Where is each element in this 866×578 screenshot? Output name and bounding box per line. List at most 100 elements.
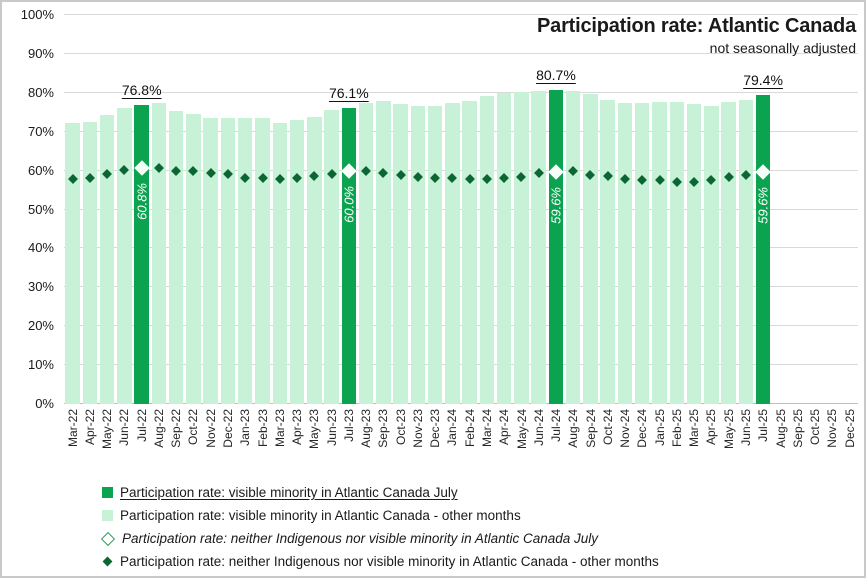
x-axis-tick-Dec-24: Dec-24 — [634, 407, 651, 475]
x-axis-tick-Feb-24: Feb-24 — [461, 407, 478, 475]
gridline-70% — [64, 130, 858, 132]
legend-item: Participation rate: visible minority in … — [102, 481, 659, 504]
y-axis-tick-label: 10% — [27, 357, 54, 373]
gridline-20% — [64, 325, 858, 327]
x-axis-tick-label: Mar-23 — [272, 409, 287, 448]
x-axis-tick-Nov-22: Nov-22 — [202, 407, 219, 475]
x-axis-tick-label: Nov-22 — [203, 409, 218, 448]
bar-Aug-24 — [565, 91, 581, 404]
bar-Oct-23 — [393, 104, 408, 404]
x-axis-tick-label: Dec-25 — [842, 409, 857, 448]
x-axis-tick-label: Dec-23 — [428, 409, 443, 448]
x-axis-tick-Nov-24: Nov-24 — [617, 407, 634, 475]
x-axis-tick-Apr-23: Apr-23 — [288, 407, 305, 475]
bar-Sep-24 — [583, 93, 598, 404]
gridline-60% — [64, 169, 858, 171]
x-axis-tick-label: May-24 — [514, 409, 529, 450]
gridline-10% — [64, 364, 858, 366]
x-axis-tick-label: Nov-23 — [410, 409, 425, 448]
bar-May-24 — [514, 91, 529, 404]
x-axis-tick-label: Jul-23 — [341, 409, 356, 442]
x-axis-tick-Jun-25: Jun-25 — [737, 407, 754, 475]
bar-Nov-24 — [617, 103, 633, 404]
y-axis-tick-label: 20% — [27, 318, 54, 334]
x-axis-tick-Jul-24: Jul-24 — [547, 407, 564, 475]
july-diamond-value-label: 59.6% — [755, 187, 771, 225]
gridline-30% — [64, 286, 858, 288]
july-diamond-value-label: 60.0% — [341, 185, 357, 223]
july-bar-value-label: 76.8% — [121, 82, 162, 99]
x-axis-tick-Sep-24: Sep-24 — [582, 407, 599, 475]
legend-label: Participation rate: neither Indigenous n… — [120, 554, 659, 569]
legend-marker-diamond-open-icon — [100, 531, 116, 546]
x-axis-tick-Aug-22: Aug-22 — [150, 407, 167, 475]
x-axis-tick-Jul-23: Jul-23 — [340, 407, 357, 475]
x-axis-tick-label: Feb-24 — [462, 409, 477, 448]
bar-Mar-23 — [272, 123, 287, 404]
bar-Aug-22 — [151, 102, 167, 404]
x-axis-tick-Oct-22: Oct-22 — [185, 407, 202, 475]
legend-label: Participation rate: visible minority in … — [120, 508, 521, 523]
x-axis-tick-label: Sep-25 — [790, 409, 805, 448]
x-axis-tick-Dec-22: Dec-22 — [219, 407, 236, 475]
x-axis-tick-Aug-24: Aug-24 — [565, 407, 582, 475]
y-axis-tick-label: 100% — [20, 7, 54, 22]
legend-item: Participation rate: neither Indigenous n… — [100, 527, 659, 550]
bar-Sep-23 — [376, 101, 391, 404]
x-axis-tick-label: Jun-22 — [117, 409, 132, 446]
x-axis-tick-label: Aug-23 — [359, 409, 374, 448]
x-axis-tick-label: Oct-23 — [393, 409, 408, 446]
gridline-80% — [64, 91, 858, 93]
x-axis-tick-label: Mar-25 — [687, 409, 702, 448]
x-axis-tick-label: Jul-24 — [549, 409, 564, 442]
legend-marker-diamond-filled-icon — [102, 556, 113, 567]
bar-Jul-25 — [755, 95, 771, 404]
x-axis-tick-label: Apr-24 — [497, 409, 512, 446]
x-axis-tick-May-25: May-25 — [720, 407, 737, 475]
x-axis-tick-Jun-24: Jun-24 — [530, 407, 547, 475]
legend: Participation rate: visible minority in … — [100, 481, 659, 573]
gridline-0% — [64, 403, 858, 404]
x-axis-tick-Jul-25: Jul-25 — [755, 407, 772, 475]
x-axis: Mar-22 Apr-22 May-22 Jun-22 Jul-22 Aug-22 Sep-… — [64, 407, 858, 475]
x-axis-tick-label: Apr-22 — [82, 409, 97, 446]
bar-Mar-24 — [479, 96, 495, 404]
x-axis-tick-label: Jan-25 — [652, 409, 667, 446]
x-axis-tick-Dec-25: Dec-25 — [841, 407, 858, 475]
bar-Apr-25 — [704, 105, 719, 404]
bar-Nov-22 — [203, 118, 218, 404]
x-axis-tick-May-23: May-23 — [306, 407, 323, 475]
x-axis-tick-May-24: May-24 — [513, 407, 530, 475]
bar-Nov-23 — [410, 106, 426, 404]
x-axis-tick-Mar-22: Mar-22 — [64, 407, 81, 475]
x-axis-tick-label: Aug-25 — [773, 409, 788, 448]
x-axis-tick-Jun-23: Jun-23 — [323, 407, 340, 475]
gridline-50% — [64, 208, 858, 210]
plot-area: 76.8% 60.8% 76.1% 60.0% 80.7% 59.6% 79.4% 59.6% — [64, 14, 858, 404]
x-axis-tick-Nov-25: Nov-25 — [824, 407, 841, 475]
y-axis-tick-label: 40% — [27, 240, 54, 256]
bar-Jun-22 — [117, 108, 132, 404]
x-axis-tick-label: Jun-23 — [324, 409, 339, 446]
x-axis-tick-Mar-25: Mar-25 — [686, 407, 703, 475]
gridline-90% — [64, 52, 858, 54]
x-axis-tick-label: Nov-24 — [618, 409, 633, 448]
x-axis-tick-Jan-25: Jan-25 — [651, 407, 668, 475]
july-bar-value-label: 79.4% — [743, 72, 783, 89]
x-axis-tick-Apr-22: Apr-22 — [81, 407, 98, 475]
x-axis-tick-Oct-25: Oct-25 — [806, 407, 823, 475]
x-axis-tick-label: Jun-24 — [531, 409, 546, 446]
y-axis-tick-label: 90% — [27, 45, 54, 61]
y-axis-tick-label: 30% — [27, 279, 54, 295]
x-axis-tick-Mar-24: Mar-24 — [478, 407, 495, 475]
x-axis-tick-label: Nov-25 — [825, 409, 840, 448]
x-axis-tick-Mar-23: Mar-23 — [271, 407, 288, 475]
x-axis-tick-label: Dec-24 — [635, 409, 650, 448]
x-axis-tick-label: Sep-24 — [583, 409, 598, 448]
x-axis-tick-label: Sep-22 — [169, 409, 184, 448]
x-axis-tick-Aug-23: Aug-23 — [358, 407, 375, 475]
bar-Dec-24 — [634, 102, 650, 404]
x-axis-tick-Aug-25: Aug-25 — [772, 407, 789, 475]
x-axis-tick-label: May-22 — [100, 409, 115, 450]
